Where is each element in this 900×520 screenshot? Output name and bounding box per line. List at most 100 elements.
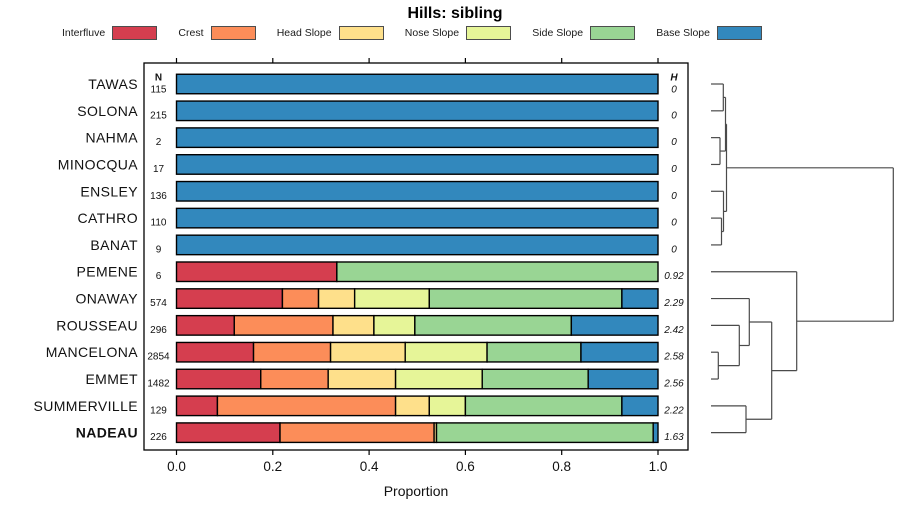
row-label-onaway: ONAWAY	[75, 291, 138, 307]
bar-segment-rousseau-side-slope	[414, 314, 573, 336]
bar-segment-pemene-side-slope	[336, 261, 659, 283]
bar-segment-mancelona-base-slope	[580, 341, 659, 363]
n-value: 296	[150, 325, 167, 336]
bar-segment-ensley-base-slope	[175, 180, 659, 202]
n-value: 9	[156, 244, 162, 255]
bar-segment-pemene-interfluve	[175, 261, 338, 283]
bar-segment-onaway-head-slope	[317, 288, 356, 310]
row-label-banat: BANAT	[90, 237, 138, 253]
n-column-header: N	[155, 73, 162, 84]
bar-segment-onaway-side-slope	[428, 288, 623, 310]
n-value: 2	[156, 137, 162, 148]
n-value: 1482	[147, 379, 170, 390]
row-label-tawas: TAWAS	[88, 76, 138, 92]
bar-segment-rousseau-interfluve	[175, 314, 235, 336]
legend-label: Side Slope	[532, 27, 584, 39]
row-label-summerville: SUMMERVILLE	[33, 398, 138, 414]
bar-segment-mancelona-side-slope	[486, 341, 582, 363]
legend: Interfluve Crest Head Slope Nose Slope Side …	[62, 26, 762, 40]
h-value: 2.22	[663, 405, 684, 416]
n-value: 2854	[147, 352, 170, 363]
x-tick-label: 1.0	[649, 459, 668, 474]
row-label-cathro: CATHRO	[78, 210, 138, 226]
legend-item-side-slope: Side Slope	[532, 26, 636, 40]
row-label-nadeau: NADEAU	[76, 425, 138, 441]
bar-segment-rousseau-crest	[233, 314, 334, 336]
legend-item-head-slope: Head Slope	[277, 26, 384, 40]
h-value: 0	[671, 218, 677, 229]
x-tick-label: 0.4	[360, 459, 379, 474]
bar-segment-summerville-side-slope	[464, 395, 623, 417]
row-label-pemene: PEMENE	[76, 264, 138, 280]
bar-segment-solona-base-slope	[175, 100, 659, 122]
n-value: 136	[150, 191, 167, 202]
legend-label: Interfluve	[62, 27, 106, 39]
bar-segment-summerville-nose-slope	[428, 395, 467, 417]
bar-segment-emmet-crest	[260, 368, 329, 390]
row-label-ensley: ENSLEY	[80, 183, 138, 199]
h-value: 2.29	[663, 298, 684, 309]
legend-item-base-slope: Base Slope	[656, 26, 762, 40]
n-value: 115	[151, 85, 167, 96]
crest-swatch	[210, 26, 256, 40]
bar-segment-summerville-interfluve	[175, 395, 219, 417]
interfluve-swatch	[112, 26, 158, 40]
bar-segment-onaway-base-slope	[621, 288, 659, 310]
row-label-solona: SOLONA	[77, 103, 138, 119]
h-value: 2.56	[663, 379, 684, 390]
bar-segment-emmet-side-slope	[481, 368, 589, 390]
legend-item-interfluve: Interfluve	[62, 26, 158, 40]
n-value: 574	[150, 298, 167, 309]
bar-segment-summerville-crest	[216, 395, 397, 417]
base-slope-swatch	[717, 26, 762, 40]
n-value: 110	[151, 218, 167, 229]
bar-segment-nadeau-side-slope	[435, 422, 654, 444]
n-value: 17	[153, 164, 165, 175]
h-value: 0	[671, 191, 677, 202]
plot-frame	[143, 62, 689, 451]
bar-segment-emmet-base-slope	[587, 368, 659, 390]
x-tick-label: 0.6	[456, 459, 475, 474]
legend-label: Crest	[178, 27, 204, 39]
bar-segment-mancelona-crest	[252, 341, 332, 363]
legend-label: Nose Slope	[404, 27, 460, 39]
n-value: 215	[150, 110, 167, 121]
h-column-header: H	[670, 73, 678, 84]
bar-segment-banat-base-slope	[175, 234, 659, 256]
bar-segment-mancelona-head-slope	[329, 341, 406, 363]
n-value: 129	[150, 405, 167, 416]
bar-segment-onaway-nose-slope	[353, 288, 430, 310]
head-slope-swatch	[338, 26, 384, 40]
bar-segment-summerville-base-slope	[621, 395, 659, 417]
bar-segment-cathro-base-slope	[175, 207, 659, 229]
h-value: 0	[671, 85, 677, 96]
x-tick-label: 0.0	[167, 459, 186, 474]
row-label-mancelona: MANCELONA	[46, 344, 139, 360]
row-label-rousseau: ROUSSEAU	[56, 317, 138, 333]
h-value: 0	[671, 164, 677, 175]
bar-segment-tawas-base-slope	[175, 73, 659, 95]
h-value: 0	[671, 110, 677, 121]
bar-segment-emmet-nose-slope	[394, 368, 483, 390]
bar-segment-nadeau-base-slope	[652, 422, 659, 444]
n-value: 226	[150, 432, 167, 443]
row-label-minocqua: MINOCQUA	[58, 156, 138, 172]
bar-segment-rousseau-nose-slope	[373, 314, 416, 336]
bar-segment-emmet-interfluve	[175, 368, 262, 390]
x-tick-label: 0.8	[552, 459, 571, 474]
bar-segment-mancelona-nose-slope	[404, 341, 488, 363]
bar-segment-summerville-head-slope	[394, 395, 430, 417]
x-tick-label: 0.2	[263, 459, 282, 474]
chart-title: Hills: sibling	[407, 5, 503, 22]
side-slope-swatch	[590, 26, 636, 40]
legend-label: Head Slope	[276, 27, 332, 39]
bar-segment-nahma-base-slope	[175, 127, 659, 149]
h-value: 0.92	[664, 271, 684, 282]
h-value: 0	[671, 244, 677, 255]
h-value: 2.58	[663, 352, 684, 363]
bar-segment-rousseau-base-slope	[570, 314, 659, 336]
h-value: 1.63	[664, 432, 684, 443]
nose-slope-swatch	[466, 26, 512, 40]
bar-segment-rousseau-head-slope	[332, 314, 375, 336]
